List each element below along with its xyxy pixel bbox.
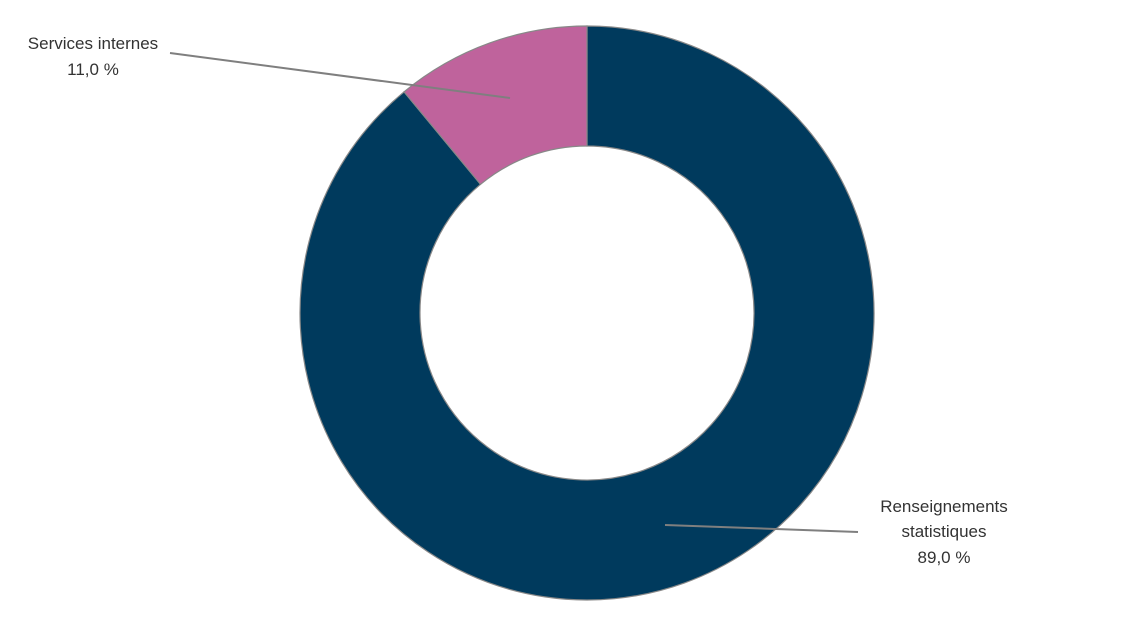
donut-slice: [299, 25, 875, 601]
value-label: 89,0 %: [917, 548, 971, 567]
leader-line: [664, 524, 859, 533]
category-label: Services internes: [27, 34, 159, 53]
value-label: 11,0 %: [67, 60, 119, 79]
donut-slice: [403, 25, 588, 186]
leader-line: [169, 52, 511, 99]
category-label: Renseignements statistiques: [880, 497, 1008, 541]
